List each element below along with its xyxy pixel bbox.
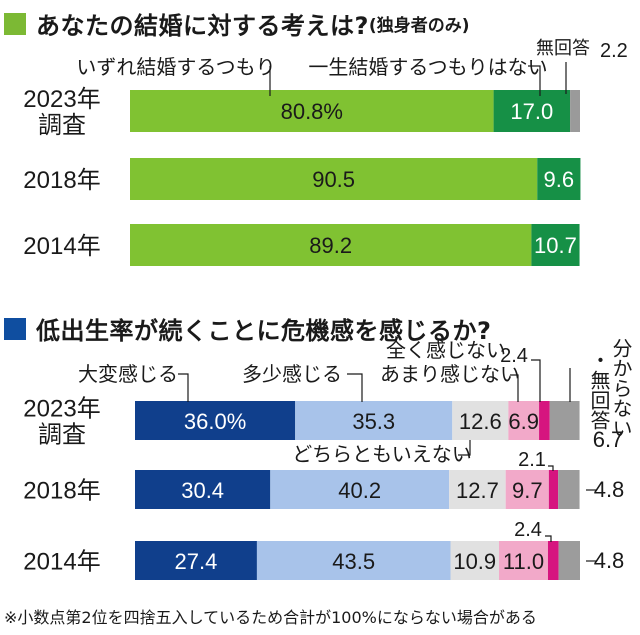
c1-value-s0-r2: 27.4: [175, 549, 218, 574]
c1-value-s3-r2: 11.0: [503, 549, 544, 574]
c1-value-s3-r0: 6.9: [508, 409, 539, 434]
c1-bar-s5-r0: [549, 401, 580, 440]
c1-value-s4-r1: 2.1: [518, 449, 546, 471]
c0-value-s1-r2: 10.7: [534, 233, 577, 258]
c0-value-s2-r0: 2.2: [600, 40, 628, 62]
c0-legend-s2: 無回答: [536, 38, 590, 58]
c0-value-s1-r1: 9.6: [544, 167, 575, 192]
c1-bar-s2-r2: [450, 541, 500, 580]
c1-value-s3-r1: 9.7: [512, 478, 543, 503]
c1-leader-s4-r1: [548, 465, 554, 471]
c1-legend-s5-b: ・無回答: [587, 350, 610, 430]
c1-bar-s0-r2: [135, 541, 257, 580]
c0-legend-s1: 一生結婚するつもりはない: [308, 56, 547, 79]
c1-value-s1-r0: 35.3: [352, 409, 395, 434]
c0-cat-label-2: 2014年: [23, 233, 100, 260]
c1-value-s5-r2: 4.8: [594, 548, 625, 573]
c0-value-s0-r2: 89.2: [309, 233, 352, 258]
c1-bar-s1-r1: [270, 470, 450, 509]
c0-legend-s0: いずれ結婚するつもり: [76, 56, 275, 79]
c1-bar-s3-r2: [499, 541, 548, 580]
c1-bar-s0-r0: [135, 401, 296, 440]
chart2-heading: 低出生率が続くことに危機感を感じるか?: [4, 311, 491, 346]
c0-cat-label2-0: 調査: [38, 112, 86, 139]
chart1-heading: あなたの結婚に対する考えは? (独身者のみ): [4, 6, 469, 41]
c1-bar-s4-r0: [539, 401, 550, 440]
c1-bar-s2-r1: [449, 470, 506, 509]
c1-value-s5-r0: 6.7: [593, 427, 624, 452]
c1-bar-s1-r0: [295, 401, 453, 440]
c0-cat-label-1: 2018年: [23, 167, 100, 194]
c1-leader-s4-r0: [531, 359, 541, 402]
c0-bar-s1-r1: [537, 158, 581, 200]
c1-bar-s0-r1: [135, 470, 271, 509]
c1-cat-label-1: 2018年: [23, 478, 100, 505]
c1-bar-s4-r1: [548, 470, 559, 509]
c1-value-s4-r0: 2.4: [500, 345, 528, 367]
c1-value-s2-r2: 10.9: [453, 549, 496, 574]
c0-bar-s2-r0: [570, 90, 580, 132]
c1-leader-s4-r2: [545, 535, 552, 542]
chart1-title: あなたの結婚に対する考えは?: [36, 12, 369, 40]
footnote: ※小数点第2位を四捨五入しているため合計が100%にならない場合がある: [4, 608, 537, 627]
c1-legend-s0: 大変感じる: [78, 363, 178, 386]
c0-bar-s1-r2: [531, 224, 580, 266]
c1-leader-s2: [458, 440, 471, 456]
c1-legend-s1: 多少感じる: [242, 363, 342, 386]
c0-leader-s1: [528, 65, 541, 96]
c0-value-s1-r0: 17.0: [510, 99, 553, 124]
c1-value-s5-r1: 4.8: [594, 477, 625, 502]
c0-bar-s0-r1: [130, 158, 538, 200]
c0-bar-s1-r0: [493, 90, 571, 132]
c1-leader-s1: [347, 373, 363, 402]
c1-bar-s5-r1: [558, 470, 580, 509]
c1-legend-s2: どちらともいえない: [292, 443, 472, 466]
blue-square-icon: [4, 317, 26, 340]
c1-value-s2-r1: 12.7: [456, 478, 499, 503]
c1-bar-s5-r2: [558, 541, 580, 580]
c1-bar-s3-r0: [508, 401, 540, 440]
c0-value-s0-r0: 80.8%: [281, 99, 343, 124]
c1-cat-label2-0: 調査: [38, 422, 86, 449]
green-square-icon: [4, 12, 26, 35]
chart1-subtitle: (独身者のみ): [368, 16, 470, 36]
c1-value-s4-r2: 2.4: [514, 519, 542, 541]
c1-leader-s3: [510, 374, 519, 402]
c1-bar-s4-r2: [547, 541, 559, 580]
chart2-title: 低出生率が続くことに危機感を感じるか?: [36, 317, 492, 345]
c1-cat-label-0: 2023年: [23, 396, 100, 423]
c1-bar-s2-r0: [452, 401, 509, 440]
c0-value-s0-r1: 90.5: [312, 167, 355, 192]
c1-value-s0-r0: 36.0%: [184, 409, 246, 434]
c1-legend-s5-a: 分からない: [609, 338, 632, 438]
c1-cat-label-2: 2014年: [23, 549, 100, 576]
c1-value-s0-r1: 30.4: [181, 478, 224, 503]
c1-bar-s1-r2: [256, 541, 451, 580]
c1-legend-s3: あまり感じない: [380, 363, 520, 386]
c0-bar-s0-r0: [130, 90, 494, 132]
c1-leader-s0: [178, 373, 189, 402]
c1-legend-s4: 全く感じない: [386, 339, 506, 362]
c1-value-s2-r0: 12.6: [459, 409, 502, 434]
c1-value-s1-r2: 43.5: [332, 549, 375, 574]
c1-value-s1-r1: 40.2: [338, 478, 381, 503]
c0-cat-label-0: 2023年: [23, 86, 100, 113]
c1-bar-s3-r1: [505, 470, 549, 509]
c0-bar-s0-r2: [130, 224, 532, 266]
